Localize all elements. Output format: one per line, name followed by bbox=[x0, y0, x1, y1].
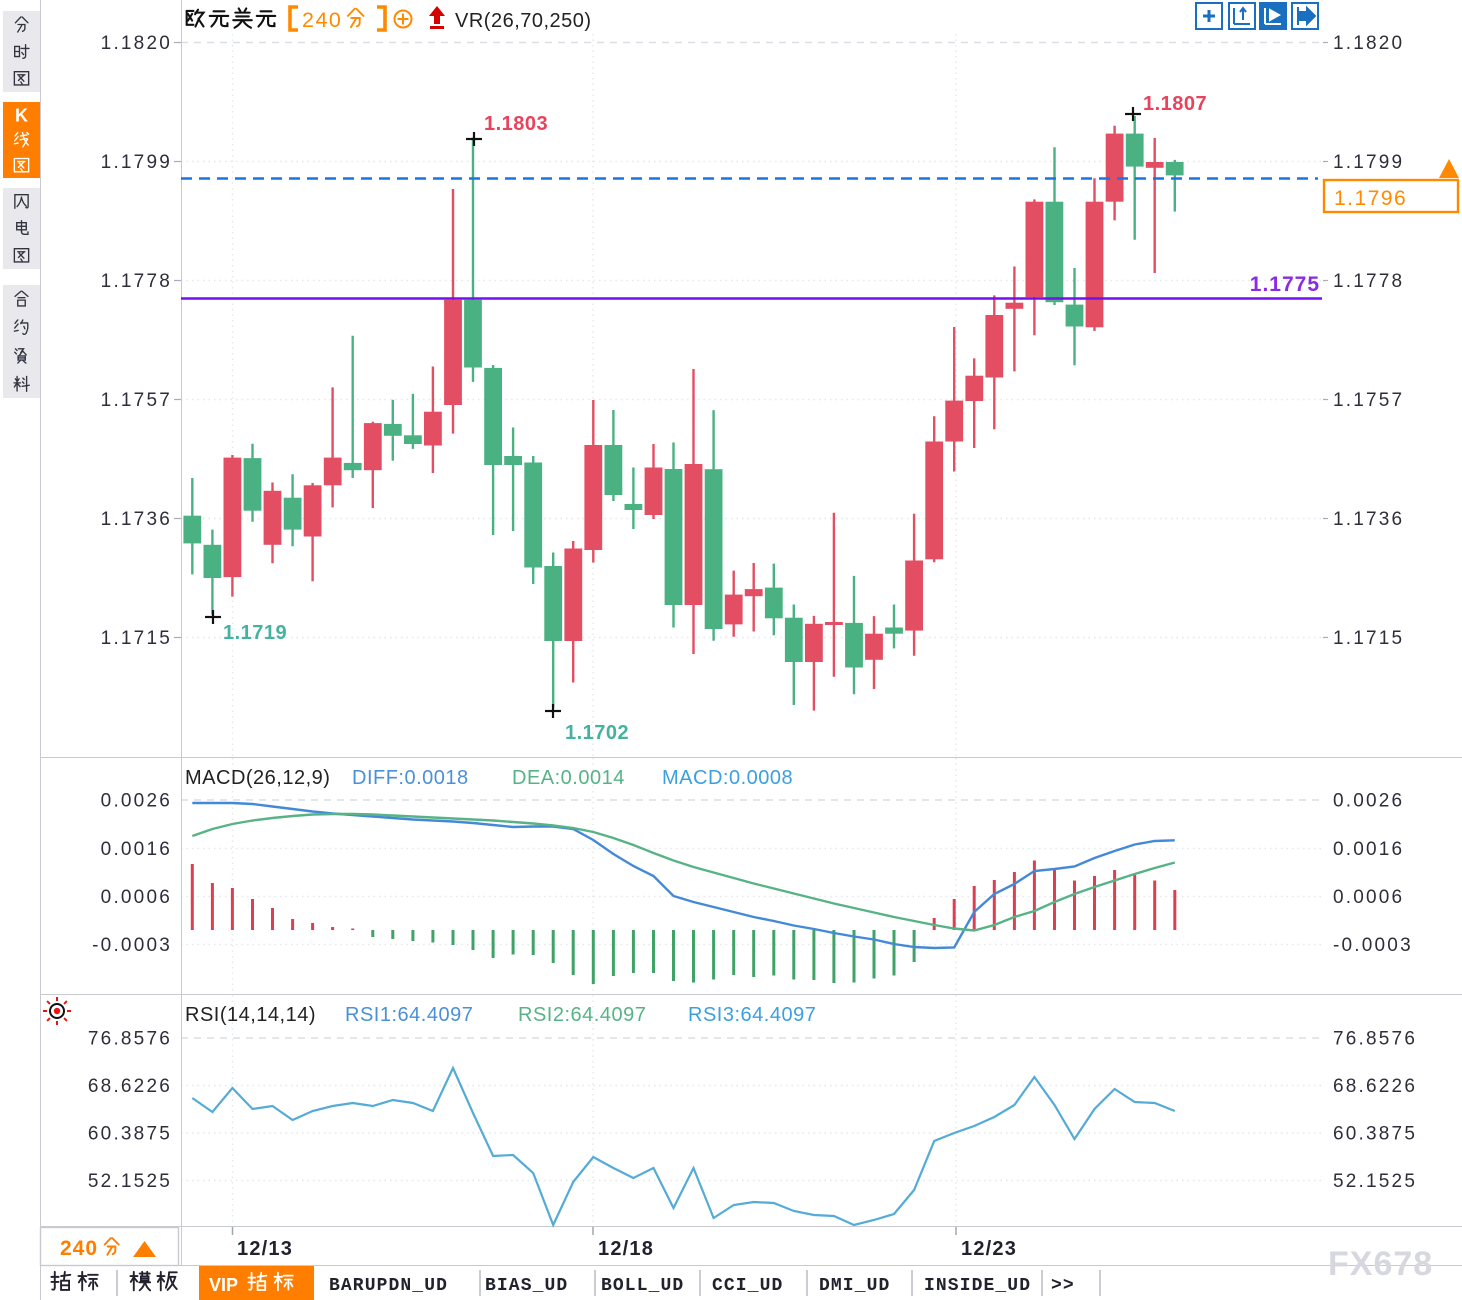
svg-text:240: 240 bbox=[302, 8, 342, 32]
svg-text:-0.0003: -0.0003 bbox=[1333, 935, 1413, 956]
svg-text:52.1525: 52.1525 bbox=[1333, 1171, 1417, 1192]
svg-text:1.1799: 1.1799 bbox=[1333, 152, 1404, 173]
svg-text:1.1820: 1.1820 bbox=[1333, 33, 1404, 54]
svg-text:MACD(26,12,9): MACD(26,12,9) bbox=[185, 767, 330, 789]
svg-text:1.1736: 1.1736 bbox=[101, 509, 172, 530]
svg-text:RSI(14,14,14): RSI(14,14,14) bbox=[185, 1004, 316, 1026]
svg-text:DMI_UD: DMI_UD bbox=[819, 1276, 890, 1296]
svg-text:RSI3:64.4097: RSI3:64.4097 bbox=[688, 1004, 816, 1026]
svg-text:0.0006: 0.0006 bbox=[1333, 887, 1404, 908]
svg-text:1.1799: 1.1799 bbox=[101, 152, 172, 173]
svg-text:240: 240 bbox=[60, 1237, 98, 1260]
svg-text:0.0016: 0.0016 bbox=[101, 839, 172, 860]
svg-text:VIP: VIP bbox=[209, 1275, 238, 1295]
svg-text:1.1719: 1.1719 bbox=[223, 622, 287, 644]
svg-text:1.1736: 1.1736 bbox=[1333, 509, 1404, 530]
svg-text:DEA:0.0014: DEA:0.0014 bbox=[512, 767, 625, 789]
svg-text:12/13: 12/13 bbox=[237, 1238, 293, 1260]
svg-text:1.1757: 1.1757 bbox=[101, 390, 172, 411]
svg-text:DIFF:0.0018: DIFF:0.0018 bbox=[352, 767, 469, 789]
svg-text:68.6226: 68.6226 bbox=[88, 1076, 172, 1097]
svg-text:-0.0003: -0.0003 bbox=[92, 935, 172, 956]
svg-text:1.1715: 1.1715 bbox=[101, 628, 172, 649]
svg-text:BOLL_UD: BOLL_UD bbox=[601, 1276, 684, 1296]
svg-text:RSI2:64.4097: RSI2:64.4097 bbox=[518, 1004, 646, 1026]
svg-text:76.8576: 76.8576 bbox=[88, 1029, 172, 1050]
svg-text:VR(26,70,250): VR(26,70,250) bbox=[455, 10, 592, 32]
svg-text:1.1715: 1.1715 bbox=[1333, 628, 1404, 649]
svg-text:BARUPDN_UD: BARUPDN_UD bbox=[329, 1276, 448, 1296]
svg-text:FX678: FX678 bbox=[1328, 1245, 1433, 1283]
svg-text:K: K bbox=[15, 106, 28, 126]
svg-text:>>: >> bbox=[1051, 1276, 1075, 1296]
svg-text:1.1757: 1.1757 bbox=[1333, 390, 1404, 411]
svg-text:1.1803: 1.1803 bbox=[484, 113, 548, 135]
svg-text:RSI1:64.4097: RSI1:64.4097 bbox=[345, 1004, 473, 1026]
svg-text:1.1775: 1.1775 bbox=[1250, 273, 1320, 296]
svg-text:76.8576: 76.8576 bbox=[1333, 1029, 1417, 1050]
svg-text:0.0026: 0.0026 bbox=[101, 791, 172, 812]
svg-text:12/23: 12/23 bbox=[961, 1238, 1017, 1260]
svg-text:1.1778: 1.1778 bbox=[101, 271, 172, 292]
svg-text:CCI_UD: CCI_UD bbox=[712, 1276, 783, 1296]
svg-text:1.1778: 1.1778 bbox=[1333, 271, 1404, 292]
svg-text:0.0016: 0.0016 bbox=[1333, 839, 1404, 860]
svg-text:1.1807: 1.1807 bbox=[1143, 93, 1207, 115]
svg-text:60.3875: 60.3875 bbox=[1333, 1124, 1417, 1145]
svg-text:0.0006: 0.0006 bbox=[101, 887, 172, 908]
svg-text:1.1796: 1.1796 bbox=[1334, 187, 1407, 210]
svg-text:0.0026: 0.0026 bbox=[1333, 791, 1404, 812]
svg-text:BIAS_UD: BIAS_UD bbox=[485, 1276, 568, 1296]
svg-text:1.1702: 1.1702 bbox=[565, 722, 629, 744]
svg-text:52.1525: 52.1525 bbox=[88, 1171, 172, 1192]
svg-text:INSIDE_UD: INSIDE_UD bbox=[924, 1276, 1031, 1296]
svg-text:68.6226: 68.6226 bbox=[1333, 1076, 1417, 1097]
svg-text:12/18: 12/18 bbox=[598, 1238, 654, 1260]
svg-text:60.3875: 60.3875 bbox=[88, 1124, 172, 1145]
svg-text:1.1820: 1.1820 bbox=[101, 33, 172, 54]
svg-text:MACD:0.0008: MACD:0.0008 bbox=[662, 767, 793, 789]
